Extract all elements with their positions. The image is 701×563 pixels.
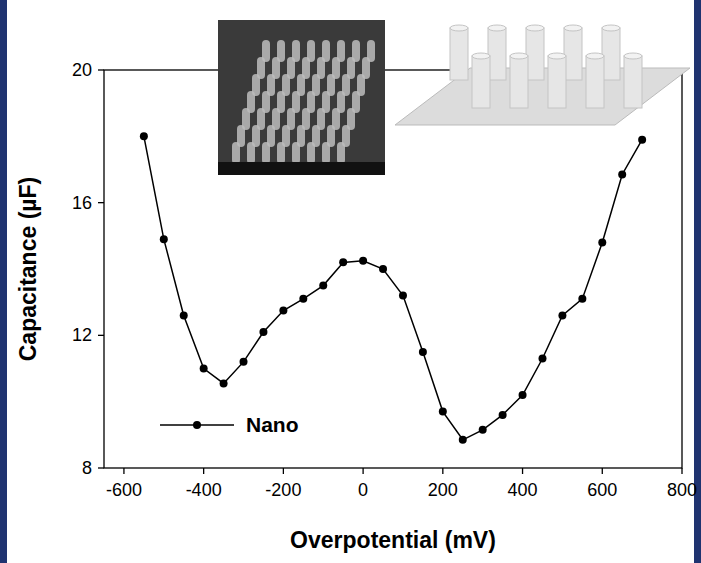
schematic-pillar	[510, 56, 528, 108]
data-point	[519, 391, 527, 399]
data-point	[160, 235, 168, 243]
x-tick	[602, 468, 603, 474]
data-point	[479, 426, 487, 434]
y-tick	[98, 69, 104, 70]
data-point	[598, 238, 606, 246]
schematic-pillar	[488, 28, 506, 80]
data-point	[319, 282, 327, 290]
x-tick	[362, 468, 363, 474]
x-tick	[283, 468, 284, 474]
schematic-inset	[395, 25, 690, 125]
data-point	[578, 295, 586, 303]
y-tick	[98, 202, 104, 203]
x-tick-label: 800	[667, 480, 697, 500]
schematic-pillar	[564, 25, 582, 31]
plot-frame	[104, 70, 682, 468]
data-point	[618, 170, 626, 178]
data-point	[140, 132, 148, 140]
data-point	[558, 311, 566, 319]
data-point	[439, 408, 447, 416]
x-tick-label: -400	[186, 480, 222, 500]
data-point	[180, 311, 188, 319]
sem-pillar	[307, 142, 315, 164]
x-tick	[681, 468, 682, 474]
data-point	[200, 365, 208, 373]
x-tick-label: -200	[265, 480, 301, 500]
data-point	[259, 328, 267, 336]
y-tick-label: 12	[72, 325, 92, 345]
schematic-pillar	[624, 56, 642, 108]
sem-pillar	[292, 142, 300, 164]
data-point	[419, 348, 427, 356]
data-point	[538, 355, 546, 363]
chart: -600 -400 -200 0 200 400 600 800 8 12 16 20 Overpote…	[0, 0, 701, 563]
legend-label: Nano	[246, 413, 299, 436]
schematic-pillar	[526, 25, 544, 31]
x-tick	[123, 468, 124, 474]
sem-inset	[218, 20, 385, 175]
sem-infobar	[218, 162, 385, 175]
data-point	[339, 258, 347, 266]
data-point	[359, 257, 367, 265]
plot-marks	[140, 132, 646, 443]
x-tick-label: 0	[358, 480, 368, 500]
y-tick-label: 20	[72, 60, 92, 80]
x-tick	[203, 468, 204, 474]
x-tick-label: 400	[508, 480, 538, 500]
schematic-pillar	[488, 25, 506, 31]
schematic-pillar	[450, 25, 468, 31]
legend-marker	[193, 421, 201, 429]
data-point	[459, 436, 467, 444]
schematic-pillar	[472, 56, 490, 108]
sem-image	[218, 20, 385, 175]
side-strip	[0, 0, 7, 563]
sem-pillar	[247, 142, 255, 164]
schematic-pillar	[526, 28, 544, 80]
data-point	[399, 292, 407, 300]
side-strip	[694, 0, 701, 563]
x-tick-label: 200	[428, 480, 458, 500]
y-tick-label: 16	[72, 193, 92, 213]
sem-pillar	[322, 142, 330, 164]
schematic-pillar	[602, 25, 620, 31]
x-axis-title: Overpotential (mV)	[290, 527, 496, 553]
data-point	[279, 306, 287, 314]
schematic-pillar	[548, 56, 566, 108]
sem-pillar	[232, 142, 240, 164]
schematic-pillar	[450, 28, 468, 80]
schematic-pillar	[586, 53, 604, 59]
y-tick	[98, 335, 104, 336]
schematic-pillar	[510, 53, 528, 59]
sem-pillar	[337, 142, 345, 164]
sem-pillar	[262, 142, 270, 164]
x-tick	[442, 468, 443, 474]
schematic-pillar	[564, 28, 582, 80]
data-point	[379, 265, 387, 273]
schematic-pillar	[472, 53, 490, 59]
data-point	[240, 358, 248, 366]
schematic-pillar	[586, 56, 604, 108]
x-tick-label: 600	[587, 480, 617, 500]
data-point	[299, 295, 307, 303]
y-tick	[98, 467, 104, 468]
data-point	[638, 136, 646, 144]
x-tick-label: -600	[106, 480, 142, 500]
series-line	[144, 136, 642, 440]
schematic-pillar	[548, 53, 566, 59]
y-axis-title: Capacitance (µF)	[15, 177, 41, 362]
x-tick	[522, 468, 523, 474]
schematic-pillar	[624, 53, 642, 59]
data-point	[220, 379, 228, 387]
y-tick-label: 8	[82, 458, 92, 478]
sem-pillar	[277, 142, 285, 164]
schematic-pillar	[602, 28, 620, 80]
data-point	[499, 411, 507, 419]
